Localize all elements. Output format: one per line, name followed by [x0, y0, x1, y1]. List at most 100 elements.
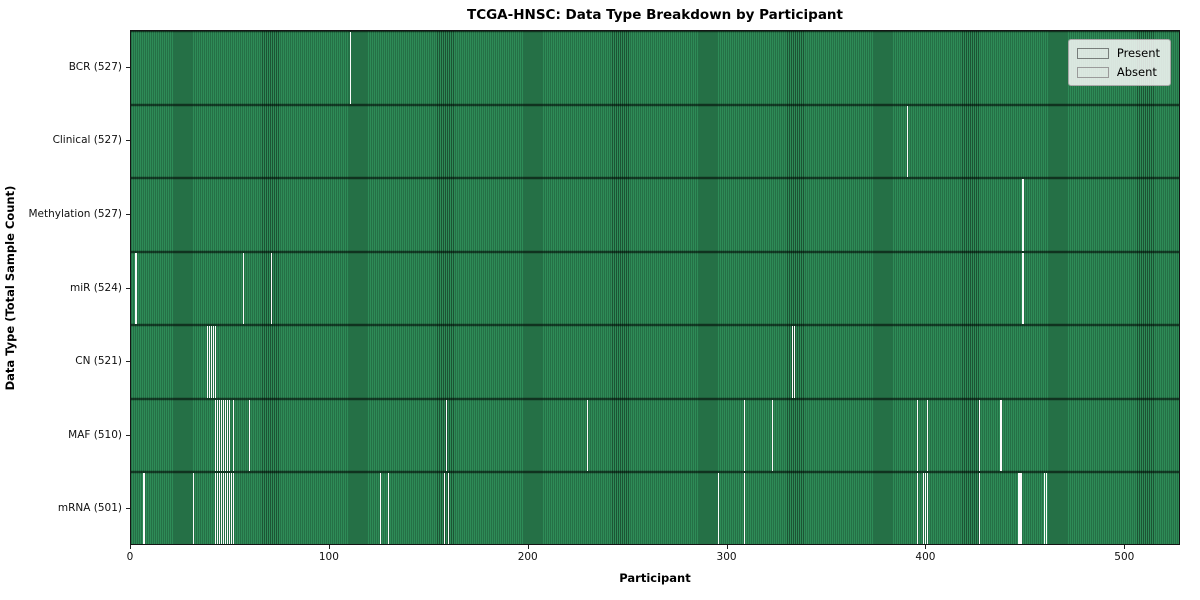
x-tick-mark — [1124, 545, 1126, 549]
absent-stripe — [916, 473, 919, 544]
y-tick-label: miR (524) — [69, 281, 122, 294]
y-tick-mark — [126, 140, 130, 142]
absent-stripe — [210, 326, 213, 398]
absent-stripe — [248, 399, 250, 472]
y-tick-label: BCR (527) — [68, 60, 122, 73]
absent-stripe — [143, 473, 145, 544]
absent-stripe — [924, 473, 927, 544]
y-tick-label: mRNA (501) — [57, 502, 122, 515]
absent-stripe — [1044, 473, 1046, 544]
heatmap-row-Clinical — [131, 104, 1179, 179]
absent-stripe — [212, 326, 215, 398]
x-tick-mark — [527, 545, 529, 549]
absent-stripe — [793, 326, 795, 398]
absent-stripe — [586, 399, 589, 472]
absent-stripe — [906, 105, 909, 178]
present-swatch-icon — [1076, 47, 1109, 59]
y-axis-label: Data Type (Total Sample Count) — [3, 185, 17, 391]
x-tick-mark — [726, 545, 728, 549]
absent-stripe — [218, 473, 221, 544]
absent-stripe — [350, 32, 352, 104]
legend: Present Absent — [1067, 39, 1171, 86]
absent-stripe — [379, 473, 382, 544]
absent-stripe — [270, 252, 272, 325]
absent-stripe — [916, 399, 919, 472]
y-tick-mark — [126, 287, 130, 289]
absent-stripe — [232, 399, 235, 472]
absent-stripe — [226, 399, 229, 472]
absent-stripe — [445, 399, 447, 472]
absent-stripe — [135, 252, 137, 325]
absent-stripe — [228, 473, 231, 544]
y-tick-mark — [126, 434, 130, 436]
absent-stripe — [1022, 252, 1024, 325]
absent-stripe — [220, 473, 223, 544]
y-tick-mark — [126, 361, 130, 363]
absent-stripe — [978, 473, 980, 544]
absent-stripe — [224, 473, 227, 544]
absent-stripe — [1018, 473, 1020, 544]
absent-stripe — [387, 473, 390, 544]
y-tick-mark — [126, 213, 130, 215]
x-tick-label: 500 — [1114, 551, 1135, 563]
absent-stripe — [922, 473, 925, 544]
heatmap-row-Methylation — [131, 178, 1179, 252]
absent-stripe — [978, 399, 980, 472]
x-axis-label: Participant — [619, 571, 691, 585]
legend-label-present: Present — [1116, 46, 1160, 60]
heatmap-row-MAF — [131, 398, 1179, 473]
absent-stripe — [232, 473, 235, 544]
absent-stripe — [214, 399, 217, 472]
absent-stripe — [926, 473, 929, 544]
absent-stripe — [224, 399, 227, 472]
absent-stripe — [228, 399, 231, 472]
absent-stripe — [214, 326, 217, 398]
plot-area: Present Absent — [130, 30, 1180, 545]
absent-stripe — [192, 473, 195, 544]
absent-stripe — [743, 399, 746, 472]
x-tick-mark — [328, 545, 330, 549]
y-tick-label: Clinical (527) — [52, 134, 122, 147]
absent-stripe — [791, 326, 793, 398]
heatmap-row-CN — [131, 325, 1179, 399]
absent-stripe — [230, 473, 233, 544]
absent-stripe — [216, 473, 219, 544]
heatmap-row-BCR — [131, 31, 1179, 105]
legend-label-absent: Absent — [1116, 65, 1157, 79]
y-tick-label: MAF (510) — [68, 428, 122, 441]
x-tick-label: 300 — [716, 551, 737, 563]
absent-stripe — [743, 473, 746, 544]
absent-stripe — [1022, 179, 1024, 251]
x-tick-label: 0 — [126, 551, 134, 563]
absent-stripe — [220, 399, 223, 472]
absent-stripe — [218, 399, 221, 472]
absent-stripe — [1046, 473, 1048, 544]
absent-stripe — [222, 473, 225, 544]
absent-stripe — [242, 252, 244, 325]
y-tick-label: CN (521) — [75, 355, 122, 368]
legend-item-absent: Absent — [1076, 65, 1160, 79]
x-tick-label: 100 — [318, 551, 339, 563]
x-tick-label: 400 — [915, 551, 936, 563]
absent-stripe — [926, 399, 929, 472]
absent-stripe — [222, 399, 225, 472]
legend-item-present: Present — [1076, 46, 1160, 60]
y-tick-label: Methylation (527) — [28, 207, 122, 220]
x-tick-label: 200 — [517, 551, 538, 563]
absent-stripe — [226, 473, 229, 544]
absent-stripe — [1000, 399, 1002, 472]
x-tick-mark — [925, 545, 927, 549]
y-tick-mark — [126, 66, 130, 68]
y-tick-mark — [126, 508, 130, 510]
absent-stripe — [771, 399, 773, 472]
x-tick-mark — [130, 545, 131, 549]
absent-stripe — [208, 326, 211, 398]
heatmap-row-miR — [131, 251, 1179, 326]
absent-swatch-icon — [1076, 66, 1109, 78]
absent-stripe — [206, 326, 209, 398]
absent-stripe — [216, 399, 219, 472]
absent-stripe — [717, 473, 720, 544]
heatmap-row-mRNA — [131, 472, 1179, 544]
absent-stripe — [443, 473, 445, 544]
